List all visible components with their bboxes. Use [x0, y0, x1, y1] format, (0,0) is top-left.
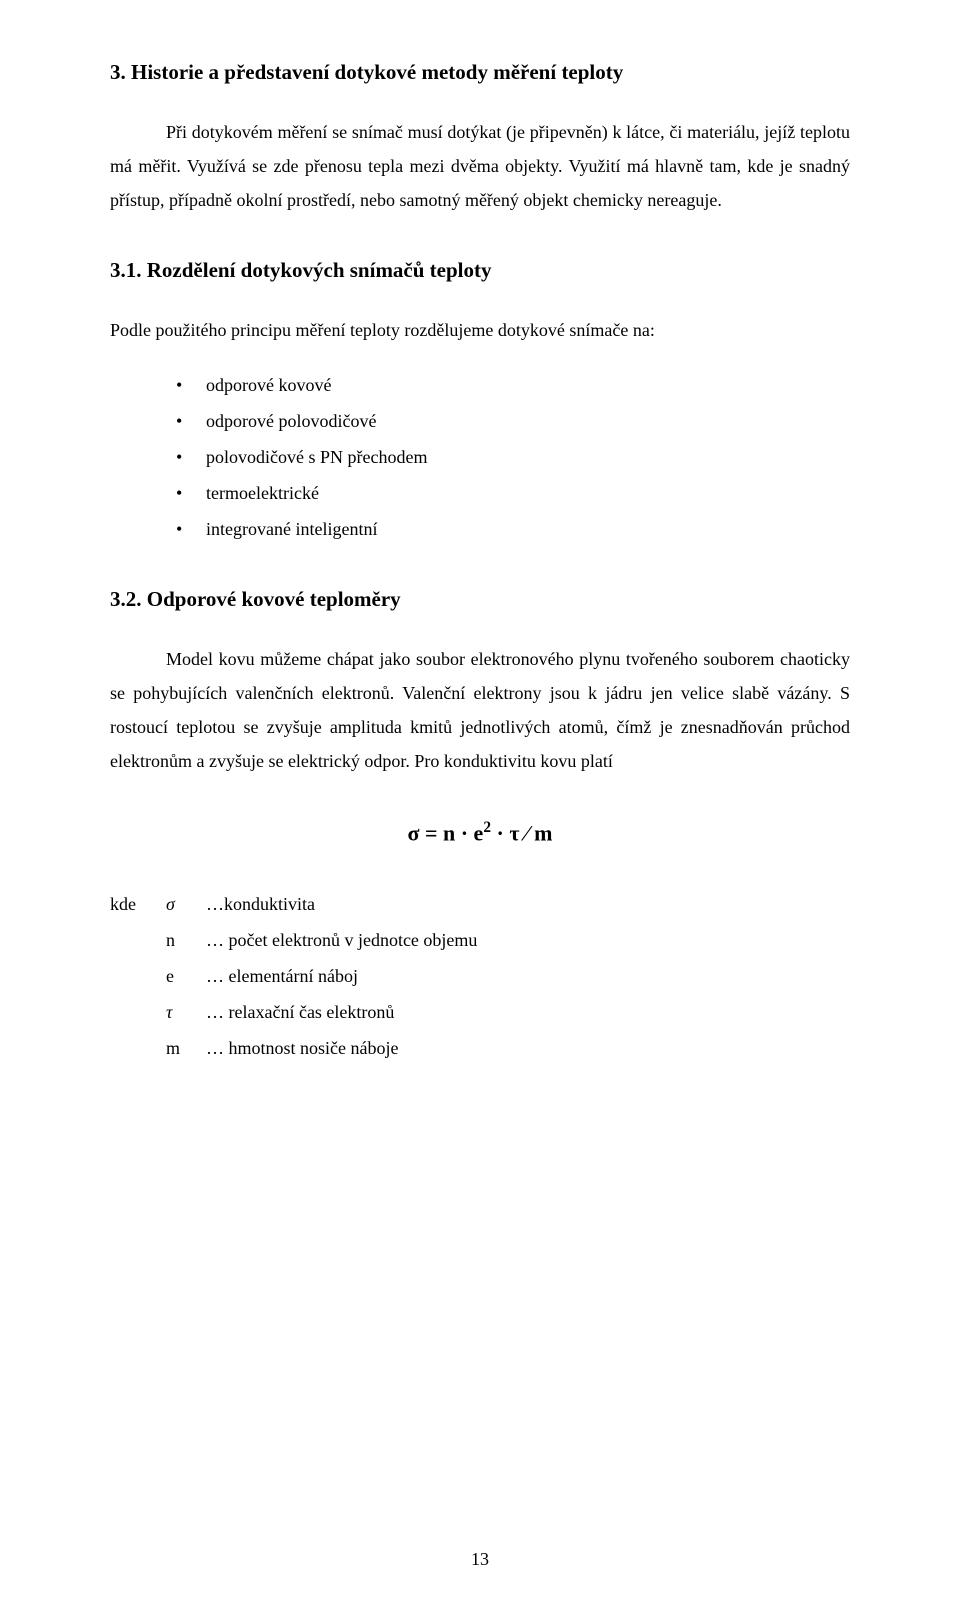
where-spacer: [110, 922, 166, 958]
section-3-2-paragraph-1: Model kovu můžeme chápat jako soubor ele…: [110, 642, 850, 779]
where-block: kde σ …konduktivita n … počet elektronů …: [110, 886, 850, 1066]
where-spacer: [110, 994, 166, 1030]
page-number: 13: [471, 1549, 489, 1570]
section-3-1-heading: 3.1. Rozdělení dotykových snímačů teplot…: [110, 258, 850, 283]
where-desc: …konduktivita: [206, 886, 850, 922]
where-symbol: τ: [166, 994, 206, 1030]
list-item: odporové kovové: [176, 367, 850, 403]
where-spacer: [110, 958, 166, 994]
section-3-heading: 3. Historie a představení dotykové metod…: [110, 60, 850, 85]
equation-exponent: 2: [483, 819, 491, 836]
sensor-type-list: odporové kovové odporové polovodičové po…: [176, 367, 850, 547]
where-symbol: n: [166, 922, 206, 958]
where-symbol: e: [166, 958, 206, 994]
equation-suffix: · τ ∕ m: [491, 820, 552, 845]
section-3-1-intro: Podle použitého principu měření teploty …: [110, 313, 850, 347]
equation-prefix: σ = n · e: [407, 820, 483, 845]
where-symbol: m: [166, 1030, 206, 1066]
list-item: polovodičové s PN přechodem: [176, 439, 850, 475]
where-spacer: [110, 1030, 166, 1066]
where-label: kde: [110, 886, 166, 922]
section-3-2-heading: 3.2. Odporové kovové teploměry: [110, 587, 850, 612]
where-desc: … elementární náboj: [206, 958, 850, 994]
where-desc: … hmotnost nosiče náboje: [206, 1030, 850, 1066]
list-item: odporové polovodičové: [176, 403, 850, 439]
list-item: integrované inteligentní: [176, 511, 850, 547]
section-3-paragraph-1: Při dotykovém měření se snímač musí dotý…: [110, 115, 850, 218]
list-item: termoelektrické: [176, 475, 850, 511]
where-desc: … relaxační čas elektronů: [206, 994, 850, 1030]
where-desc: … počet elektronů v jednotce objemu: [206, 922, 850, 958]
conductivity-equation: σ = n · e2 · τ ∕ m: [110, 819, 850, 846]
where-symbol: σ: [166, 886, 206, 922]
